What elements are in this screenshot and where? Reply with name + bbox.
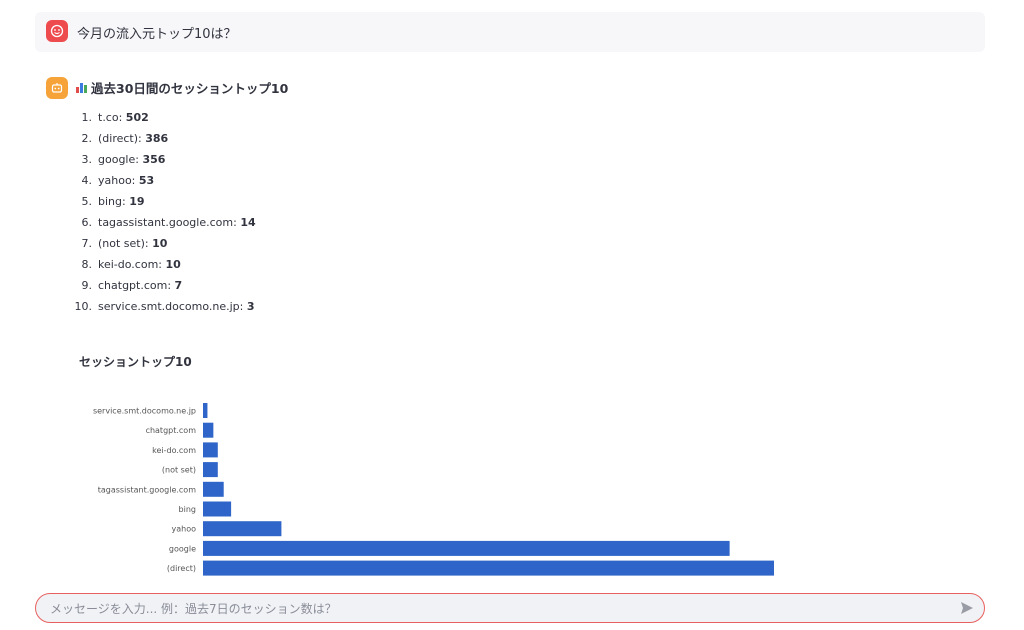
user-message: 今月の流入元トップ10は？ [35,12,985,52]
session-bar-chart: service.smt.docomo.ne.jp chatgpt.com kei-d… [93,403,774,576]
chat-input-box[interactable] [35,593,985,624]
list-item: 1. t.co: 502 [81,111,149,124]
y-tick-label: kei-do.com [152,446,196,455]
list-item: 4. yahoo: 53 [81,174,155,187]
chart-bar [203,521,282,537]
robot-icon [46,77,68,99]
bar-chart-icon [76,82,87,93]
list-item: 10. service.smt.docomo.ne.jp: 3 [74,300,255,313]
list-item: 8. kei-do.com: 10 [81,258,181,271]
list-item: 9. chatgpt.com: 7 [81,279,183,292]
y-tick-label: (direct) [167,564,196,573]
chart-bar [203,462,218,478]
user-avatar-icon [46,20,68,42]
list-item: 5. bing: 19 [81,195,145,208]
y-tick-label: yahoo [172,525,197,534]
bot-title-text: 過去30日間のセッショントップ10 [91,81,289,96]
y-tick-label: bing [179,505,196,514]
chart-bar [203,540,730,556]
send-icon[interactable] [959,600,975,616]
list-item: 7. (not set): 10 [81,237,168,250]
y-tick-label: service.smt.docomo.ne.jp [93,407,196,416]
chart-bar [203,442,218,458]
user-message-text: 今月の流入元トップ10は？ [77,27,237,42]
y-tick-label: chatgpt.com [146,426,197,435]
chart-bar [203,403,208,418]
list-item: 6. tagassistant.google.com: 14 [81,216,256,229]
list-item: 2. (direct): 386 [81,132,169,145]
y-tick-label: (not set) [162,466,196,475]
y-tick-label: google [169,544,196,553]
chart-bar [203,481,224,497]
ranking-list: 1. t.co: 502 2. (direct): 386 3. google: 35… [70,107,256,317]
list-item: 3. google: 356 [81,153,166,166]
y-tick-label: tagassistant.google.com [98,485,196,494]
chart-title: セッショントップ10 [79,355,192,369]
bot-message-title: 過去30日間のセッショントップ10 [76,78,288,97]
chat-input[interactable] [48,594,932,624]
chart-bar [203,560,774,576]
chart-bar [203,501,232,517]
chart-bar [203,422,214,438]
